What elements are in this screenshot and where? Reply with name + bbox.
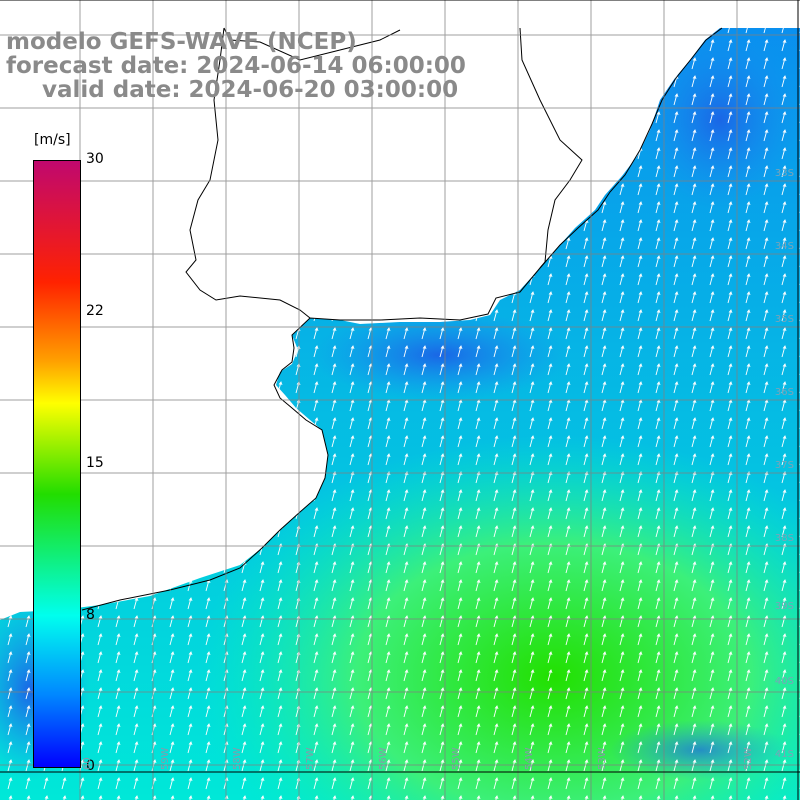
lat-label: 33S bbox=[774, 168, 794, 179]
lat-label: 34S bbox=[774, 241, 794, 252]
colorbar-tick-15: 15 bbox=[86, 455, 104, 471]
colorbar-tick-30: 30 bbox=[86, 151, 104, 167]
lon-label: 59W bbox=[160, 747, 171, 770]
map-title: modelo GEFS-WAVE (NCEP) forecast date: 2… bbox=[6, 30, 466, 102]
lat-label: 41S bbox=[774, 749, 794, 760]
river-outline bbox=[185, 27, 311, 319]
lat-label: 36S bbox=[774, 387, 794, 398]
colorbar bbox=[33, 160, 81, 768]
colorbar-tick-8: 8 bbox=[86, 607, 95, 623]
lon-label: 56W bbox=[378, 747, 389, 770]
lon-label: 54W bbox=[524, 747, 535, 770]
forecast-date: forecast date: 2024-06-14 06:00:00 bbox=[6, 53, 466, 79]
lat-label: 40S bbox=[774, 676, 794, 687]
lat-label: 38S bbox=[774, 533, 794, 544]
lat-label: 35S bbox=[774, 314, 794, 325]
model-title: modelo GEFS-WAVE (NCEP) bbox=[6, 29, 357, 55]
colorbar-tick-22: 22 bbox=[86, 303, 104, 319]
lat-label: 37S bbox=[774, 460, 794, 471]
colorbar-tick-0: 0 bbox=[86, 758, 95, 774]
lon-label: 57W bbox=[305, 747, 316, 770]
lon-label: 53W bbox=[597, 747, 608, 770]
uruguay-border bbox=[223, 27, 583, 269]
lon-label: 52W bbox=[743, 747, 754, 770]
valid-date: valid date: 2024-06-20 03:00:00 bbox=[42, 77, 459, 103]
lon-label: 55W bbox=[451, 747, 462, 770]
lat-label: 39S bbox=[774, 601, 794, 612]
lon-label: 60 bbox=[82, 757, 93, 770]
lon-label: 58W bbox=[232, 747, 243, 770]
colorbar-unit: [m/s] bbox=[34, 132, 71, 148]
